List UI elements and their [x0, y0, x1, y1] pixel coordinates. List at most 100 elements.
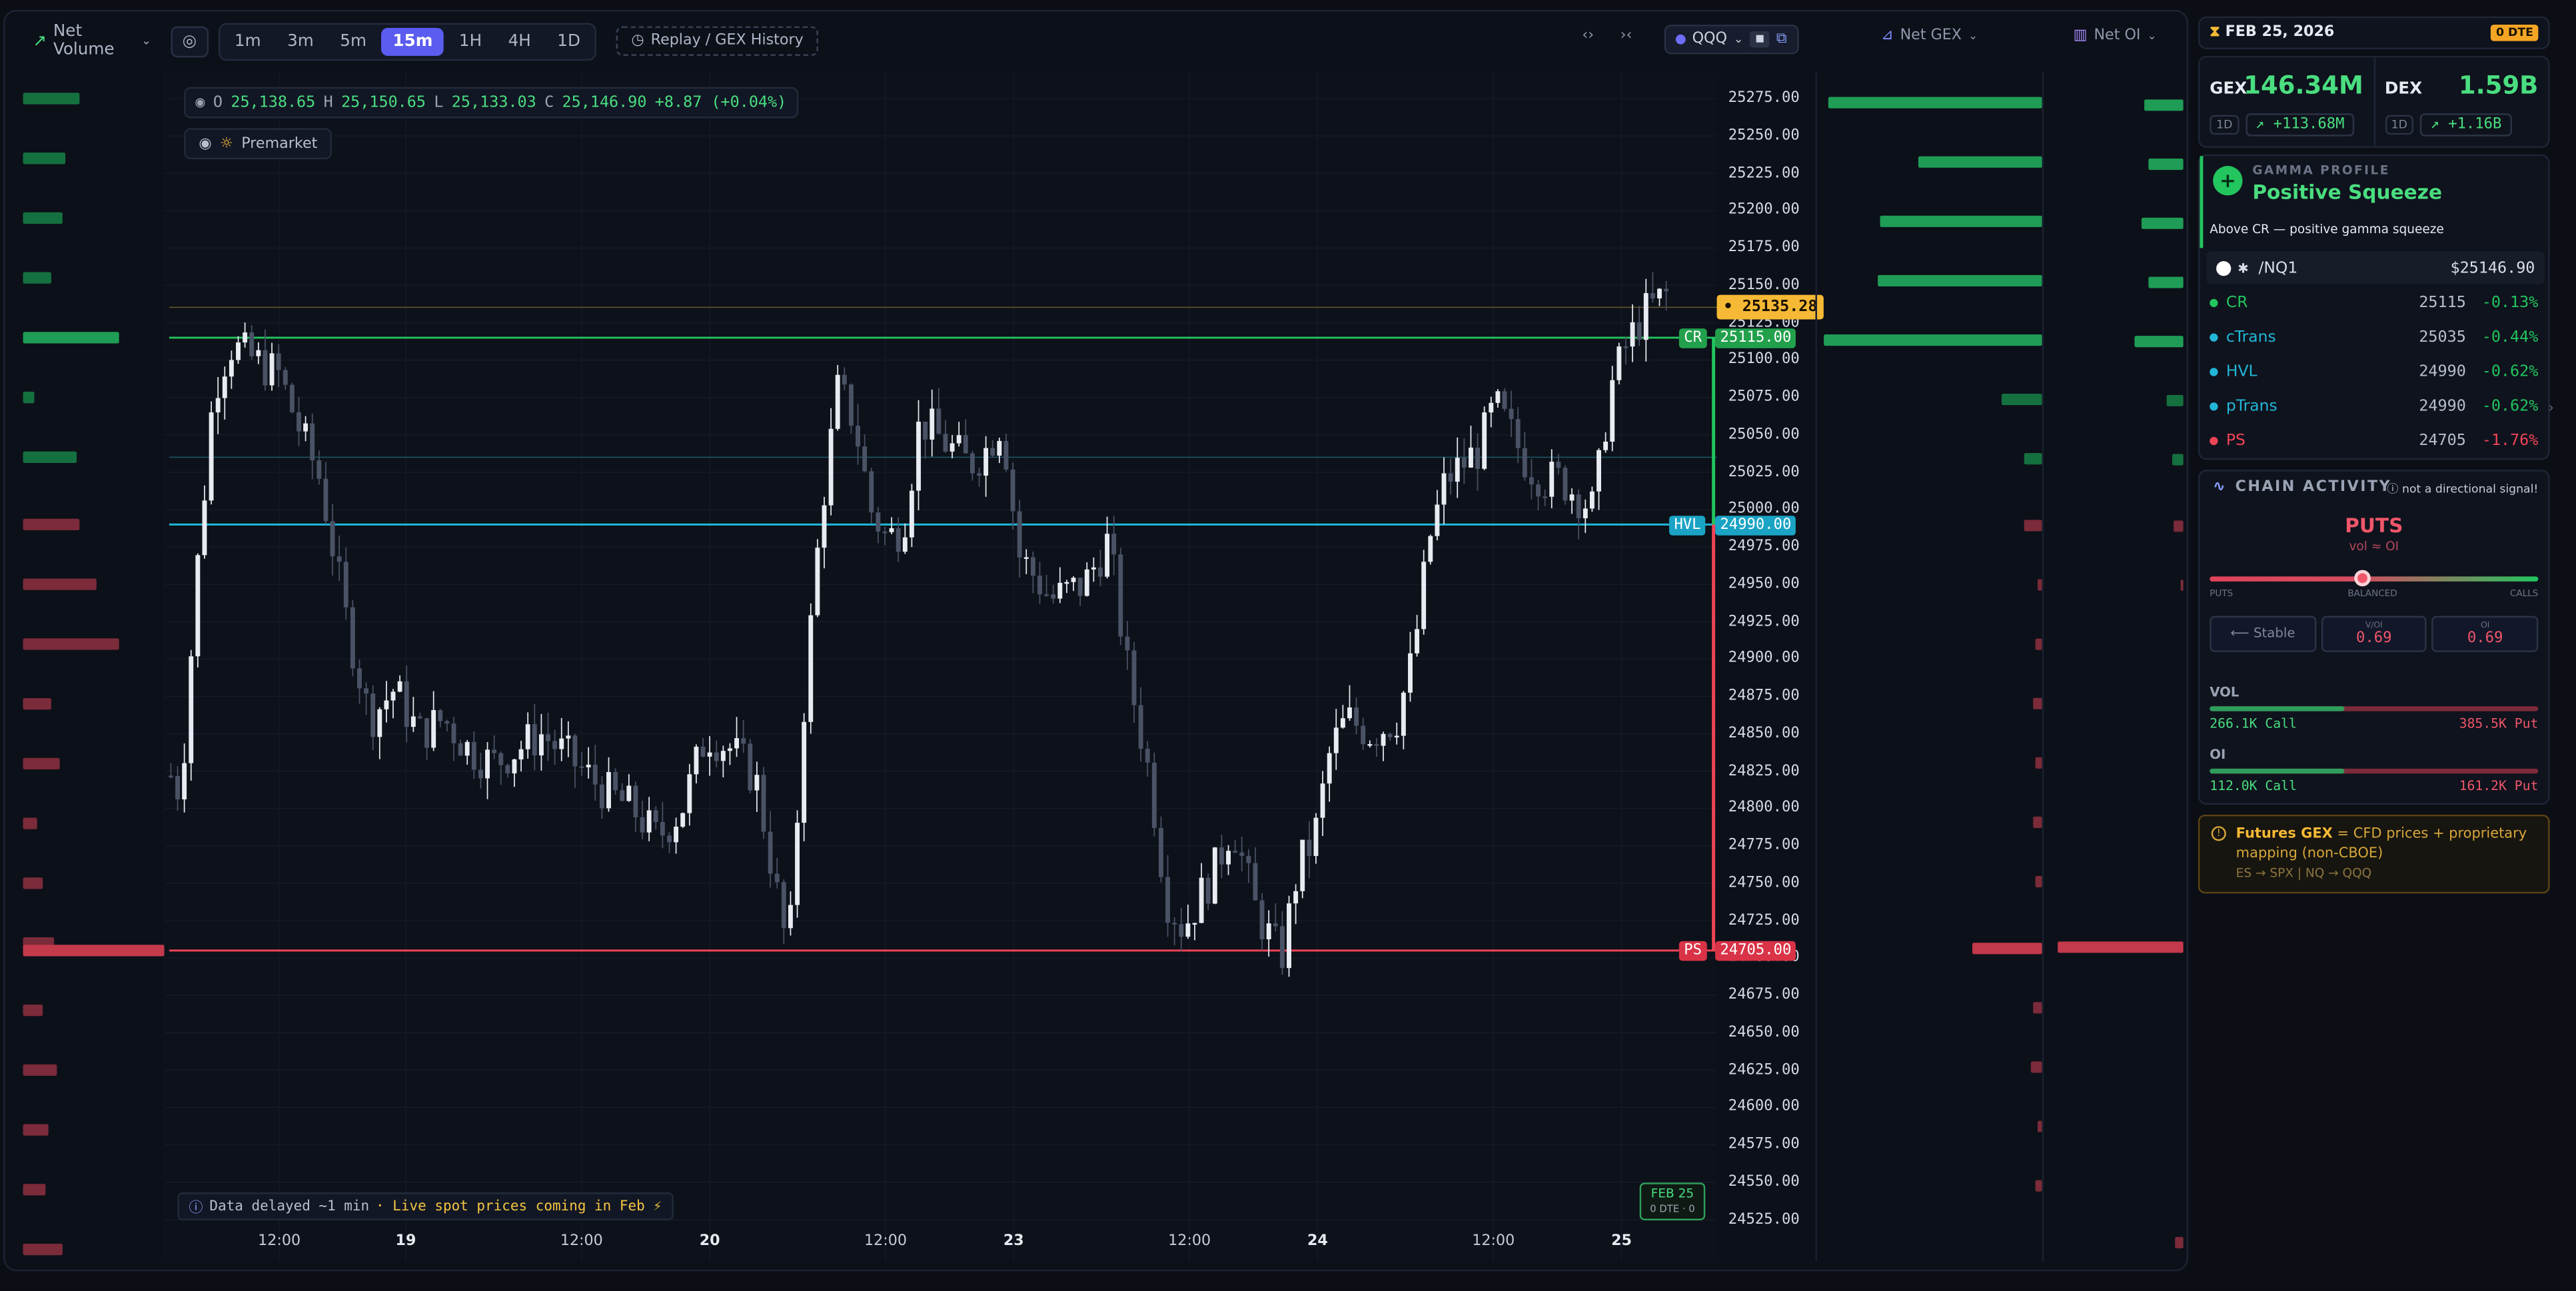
candle-body	[828, 428, 834, 506]
candle-body	[902, 537, 908, 552]
timeframe-1D[interactable]: 1D	[557, 32, 580, 51]
candle-body	[538, 734, 544, 755]
timeframe-5m[interactable]: 5m	[340, 32, 366, 51]
candle-body	[1502, 391, 1507, 409]
candle-body	[1219, 847, 1224, 865]
candle-body	[1023, 557, 1029, 559]
palette-button[interactable]: ◎	[171, 25, 209, 57]
gamma-profile-card: + GAMMA PROFILE Positive Squeeze Above C…	[2198, 154, 2550, 460]
bar	[23, 212, 63, 224]
nq-price: $25146.90	[2450, 258, 2535, 277]
gamma-desc: Above CR — positive gamma squeeze	[2210, 221, 2444, 237]
expand-icon[interactable]: ‹›	[1582, 27, 1595, 45]
level-row-hvl[interactable]: HVL 24990 -0.62%	[2210, 356, 2538, 386]
price-axis[interactable]: 25275.00 25250.00 25225.00 25200.00 25175.00…	[1717, 72, 1816, 1228]
dex-period-chip[interactable]: 1D	[2384, 115, 2414, 135]
gex-period-chip[interactable]: 1D	[2210, 115, 2240, 135]
candle-body	[633, 785, 638, 817]
view-controls: ‹› ›‹	[1582, 28, 1632, 45]
vol-values: 266.1K Call 385.5K Put	[2210, 716, 2538, 731]
bar	[1880, 215, 2042, 227]
timeframe-4H[interactable]: 4H	[508, 32, 531, 51]
candle-body	[990, 448, 995, 456]
time-tick: 24	[1307, 1233, 1328, 1250]
candle-body	[518, 749, 524, 759]
candle-body	[997, 440, 1002, 456]
level-dot-icon	[2210, 332, 2218, 341]
candle-body	[559, 738, 564, 749]
candle-body	[1549, 462, 1555, 497]
time-tick: 12:00	[864, 1233, 907, 1250]
candle-body	[1044, 594, 1049, 596]
timeframe-15m[interactable]: 15m	[381, 27, 444, 55]
bar	[23, 1243, 63, 1256]
timeframe-1m[interactable]: 1m	[234, 32, 261, 51]
replay-label: Replay / GEX History	[650, 33, 804, 49]
collapse-icon[interactable]: ›‹	[1620, 27, 1632, 45]
candle-body	[626, 785, 632, 801]
candle-body	[444, 721, 450, 724]
bar	[1918, 156, 2042, 168]
bar	[23, 93, 80, 105]
vol-label: VOL	[2210, 685, 2240, 700]
open-label: O	[213, 93, 223, 112]
candle-body	[1273, 923, 1278, 927]
candle-body	[202, 500, 207, 556]
candle-body	[748, 743, 753, 791]
ps-price: 24705.00	[1715, 941, 1796, 961]
net-gex-select[interactable]: ⊿ Net GEX ⌄	[1881, 28, 1978, 45]
slider-calls-label: CALLS	[2509, 590, 2539, 600]
price-tick: 24750.00	[1728, 875, 1800, 892]
candle-body	[808, 615, 814, 722]
timeframe-1H[interactable]: 1H	[458, 32, 482, 51]
level-row-ps[interactable]: PS 24705 -1.76%	[2210, 426, 2538, 455]
time-tick: 25	[1611, 1233, 1632, 1250]
nq-row[interactable]: ✱ /NQ1 $25146.90	[2206, 251, 2545, 284]
panel-expand-icon[interactable]: ›	[2548, 400, 2555, 418]
timeframe-3m[interactable]: 3m	[287, 32, 314, 51]
candle-body	[1556, 462, 1561, 468]
candle-body	[815, 548, 820, 616]
candle-body	[1017, 511, 1022, 558]
premarket-toggle[interactable]: ◉ ☼ Premarket	[184, 128, 332, 160]
chain-note-text: not a directional signal!	[2402, 482, 2539, 496]
candle-body	[384, 700, 389, 709]
eye-icon[interactable]: ◉	[195, 93, 205, 112]
price-tick: 25075.00	[1728, 389, 1800, 406]
candle-body	[1131, 650, 1137, 705]
candle-body	[1374, 744, 1379, 746]
candle-body	[1192, 923, 1197, 925]
candle-body	[1071, 578, 1076, 582]
level-row-cr[interactable]: CR 25115 -0.13%	[2210, 287, 2538, 316]
stable-text: ⟵ Stable	[2230, 626, 2295, 641]
bar	[23, 757, 60, 770]
net-volume-select[interactable]: ↗ Net Volume ⌄	[23, 18, 161, 64]
level-name: pTrans	[2226, 396, 2277, 415]
bar	[2141, 217, 2184, 229]
level-row-ptrans[interactable]: pTrans 24990 -0.62%	[2210, 391, 2538, 420]
level-row-ctrans[interactable]: cTrans 25035 -0.44%	[2210, 322, 2538, 351]
layout-icon[interactable]: ▪	[1750, 31, 1770, 48]
candle-body	[1563, 468, 1568, 501]
copy-icon[interactable]: ⧉	[1776, 31, 1787, 48]
symbol-label: QQQ	[1692, 31, 1728, 48]
symbol-select[interactable]: QQQ ⌄ ▪ ⧉	[1664, 24, 1799, 55]
replay-gex-history-button[interactable]: ◷ Replay / GEX History	[616, 26, 818, 56]
candle-body	[795, 823, 800, 905]
candle-body	[377, 709, 382, 737]
candle-body	[229, 360, 234, 377]
bar	[23, 153, 66, 165]
expiry-date: FEB 25	[1650, 1186, 1694, 1201]
candle-body	[822, 505, 827, 548]
gex-value: 146.34M	[2244, 71, 2363, 101]
toggle-icon[interactable]	[2216, 260, 2232, 275]
time-axis[interactable]: 12:00 19 12:00 20 12:00 23 12:00 24 12:00 25	[165, 1228, 1717, 1261]
price-chart[interactable]	[163, 72, 1717, 1262]
candle-body	[310, 423, 315, 461]
net-oi-select[interactable]: ▥ Net OI ⌄	[2074, 28, 2157, 45]
level-change: -0.44%	[2481, 327, 2539, 346]
price-tick: 24825.00	[1728, 763, 1800, 779]
live-prices-text: · Live spot prices coming in Feb ⚡	[376, 1198, 662, 1215]
dex-metric: DEX 1.59B 1D ↗ +1.16B	[2373, 57, 2549, 147]
date-bar: ⧗ FEB 25, 2026 0 DTE	[2198, 16, 2550, 49]
